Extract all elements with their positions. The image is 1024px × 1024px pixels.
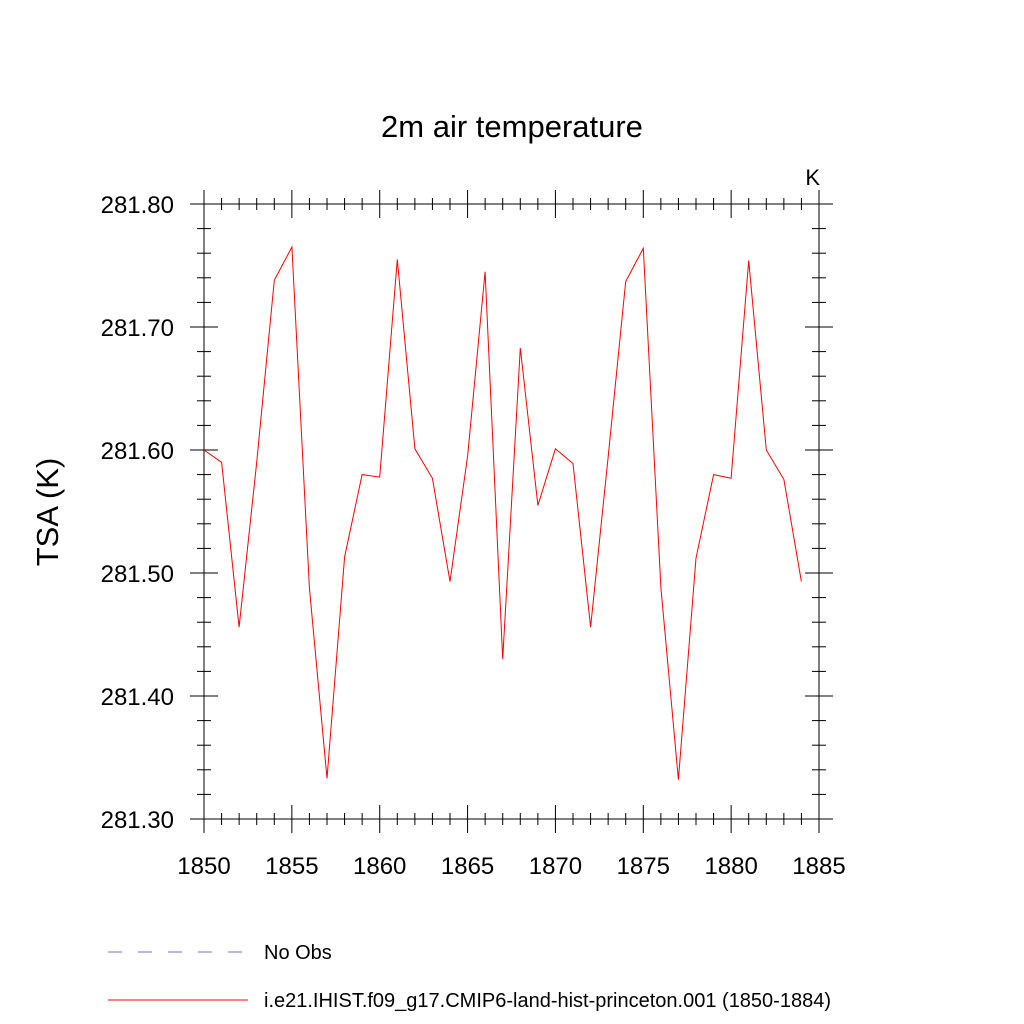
y-axis-label: TSA (K) <box>30 458 65 567</box>
x-tick-label: 1870 <box>529 853 582 880</box>
plot-frame <box>203 203 820 820</box>
x-tick-label: 1850 <box>177 853 230 880</box>
x-tick-labels: 1850 1855 1860 1865 1870 1875 1880 1885 <box>177 853 845 880</box>
x-tick-label: 1865 <box>441 853 494 880</box>
y-tick-labels: 281.30 281.40 281.50 281.60 281.70 281.80 <box>101 192 174 834</box>
units-label: K <box>805 165 820 190</box>
x-tick-label: 1855 <box>265 853 318 880</box>
axis-ticks <box>190 190 833 833</box>
x-tick-label: 1885 <box>792 853 845 880</box>
y-tick-label: 281.30 <box>101 807 174 834</box>
y-tick-label: 281.80 <box>101 192 174 219</box>
series-group <box>203 245 802 780</box>
series-line-0 <box>203 245 802 780</box>
legend: No Obs i.e21.IHIST.f09_g17.CMIP6-land-his… <box>108 942 831 1012</box>
y-tick-label: 281.50 <box>101 561 174 588</box>
legend-label-1: i.e21.IHIST.f09_g17.CMIP6-land-hist-prin… <box>264 990 831 1012</box>
x-tick-label: 1880 <box>704 853 757 880</box>
legend-label-0: No Obs <box>264 942 332 964</box>
y-tick-label: 281.40 <box>101 684 174 711</box>
x-tick-label: 1875 <box>617 853 670 880</box>
y-tick-label: 281.70 <box>101 315 174 342</box>
chart-title: 2m air temperature <box>381 109 643 144</box>
x-tick-label: 1860 <box>353 853 406 880</box>
y-tick-label: 281.60 <box>101 438 174 465</box>
